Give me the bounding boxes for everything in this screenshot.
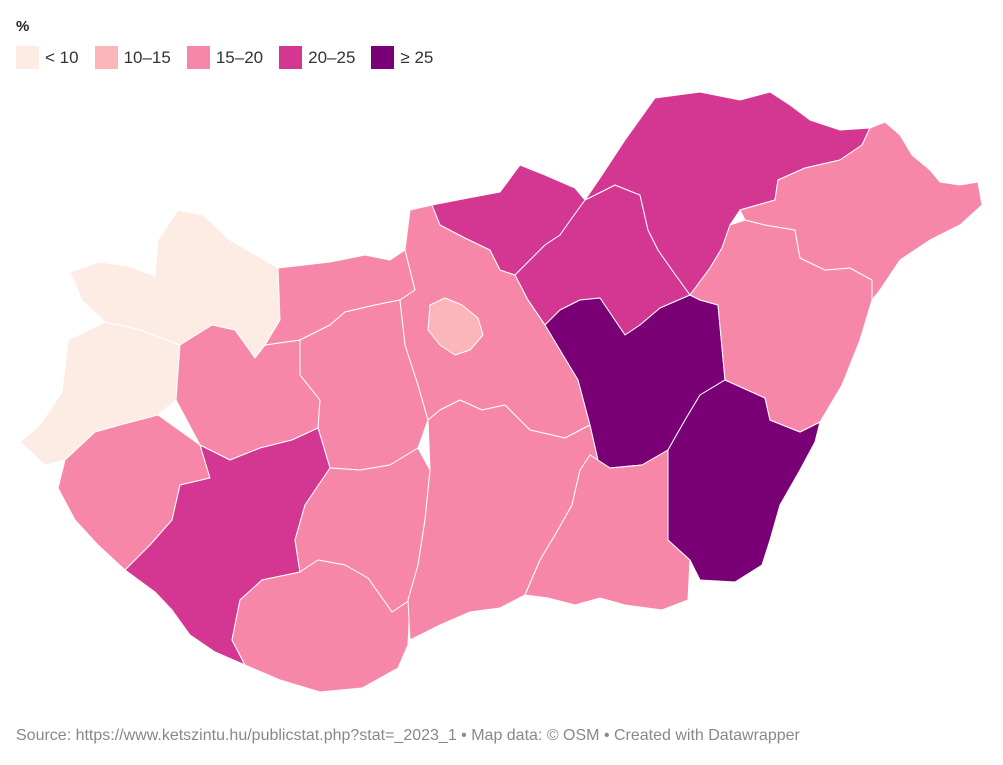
legend-swatch: [371, 46, 395, 69]
legend-title: %: [16, 18, 30, 35]
legend-item-15-20: 15–20: [186, 46, 264, 69]
legend-label: 15–20: [215, 47, 264, 67]
legend-swatch: [279, 46, 303, 69]
legend-item-gte25: ≥ 25: [371, 46, 433, 69]
legend-swatch: [186, 46, 210, 69]
legend-label: 10–15: [123, 47, 171, 67]
county-budapest[interactable]: [427, 297, 484, 356]
legend-item-lt10: < 10: [16, 46, 79, 69]
legend-label: < 10: [45, 47, 79, 67]
county-fejer[interactable]: [299, 299, 429, 471]
legend: < 10 10–15 15–20 20–25 ≥ 25: [16, 46, 449, 69]
legend-label: ≥ 25: [400, 47, 434, 67]
county-szabolcs[interactable]: [739, 121, 983, 301]
source-note: Source: https://www.ketszintu.hu/publics…: [16, 727, 800, 744]
legend-label: 20–25: [308, 47, 356, 67]
county-baranya[interactable]: [231, 559, 411, 693]
legend-item-10-15: 10–15: [94, 46, 171, 69]
legend-swatch: [94, 46, 118, 69]
hungary-map: [19, 91, 983, 693]
legend-item-20-25: 20–25: [279, 46, 355, 69]
legend-swatch: [16, 46, 39, 69]
